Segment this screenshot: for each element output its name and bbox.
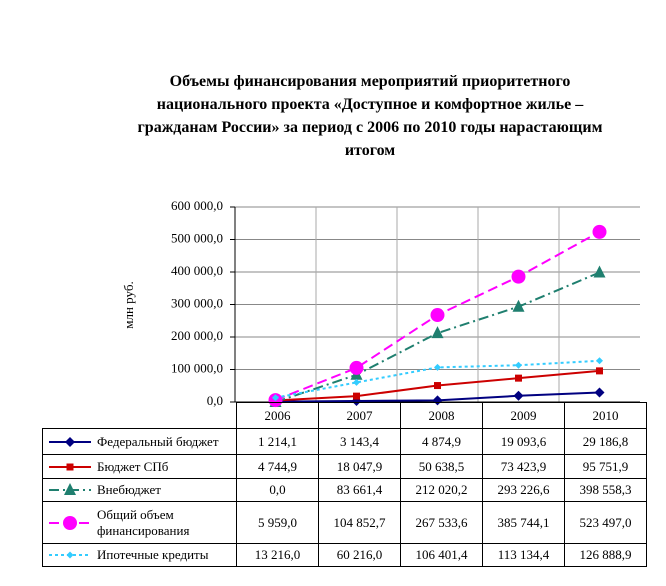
- y-tick-label: 0,0: [207, 393, 223, 408]
- x-tick-label: 2008: [400, 402, 483, 429]
- legend-item: Ипотечные кредиты: [47, 547, 232, 563]
- legend-item: Внебюджет: [47, 482, 232, 498]
- y-tick-label: 200 000,0: [171, 328, 223, 343]
- table-value: 4 874,9: [400, 428, 483, 455]
- marker: [434, 382, 441, 390]
- marker: [434, 363, 441, 371]
- table-value: 13 216,0: [236, 543, 319, 567]
- marker: [594, 387, 605, 398]
- header-row: 2006 2007 2008 2009 2010: [43, 402, 647, 429]
- table-value: 212 020,2: [400, 478, 483, 502]
- table-value: 398 558,3: [564, 478, 647, 502]
- legend-entry: Ипотечные кредиты: [42, 543, 237, 567]
- table-value: 523 497,0: [564, 501, 647, 544]
- table-row: Общий объем финансирования 5 959,0 104 852…: [42, 501, 647, 544]
- table-value: 73 423,9: [482, 454, 565, 479]
- chart-title: Объемы финансирования мероприятий приори…: [137, 73, 603, 159]
- marker: [515, 361, 522, 369]
- data-table: 2006 2007 2008 2009 2010 Федеральный бюджет 1 …: [42, 402, 647, 567]
- legend-entry: Федеральный бюджет: [42, 428, 237, 455]
- marker: [64, 483, 76, 495]
- table-row: Ипотечные кредиты 13 216,0 60 216,0 106 401…: [42, 543, 647, 567]
- legend-entry: Внебюджет: [42, 478, 237, 502]
- table-value: 18 047,9: [318, 454, 401, 479]
- table-value: 104 852,7: [318, 501, 401, 544]
- table-value: 293 226,6: [482, 478, 565, 502]
- table-row: Федеральный бюджет 1 214,1 3 143,4 4 874,9 1…: [42, 428, 647, 455]
- marker: [596, 357, 603, 365]
- legend-item: Общий объем финансирования: [47, 507, 232, 539]
- x-tick-label: 2010: [564, 402, 647, 429]
- marker: [66, 463, 74, 470]
- legend-item: Федеральный бюджет: [47, 434, 232, 450]
- marker: [272, 394, 279, 402]
- legend-symbol: [49, 436, 91, 447]
- legend-label: Федеральный бюджет: [97, 433, 219, 449]
- table-value: 267 533,6: [400, 501, 483, 544]
- table-value: 3 143,4: [318, 428, 401, 455]
- legend-item: Бюджет СПб: [47, 459, 232, 475]
- legend-entry: Общий объем финансирования: [42, 501, 237, 544]
- table-value: 95 751,9: [564, 454, 647, 479]
- y-tick-label: 500 000,0: [171, 230, 223, 245]
- table-value: 29 186,8: [564, 428, 647, 455]
- marker: [593, 265, 606, 278]
- marker: [430, 308, 445, 323]
- table-value: 385 744,1: [482, 501, 565, 544]
- y-tick-label: 300 000,0: [171, 295, 223, 310]
- y-tick-label: 600 000,0: [171, 198, 223, 213]
- legend-symbol: [49, 551, 91, 559]
- marker: [66, 551, 74, 559]
- legend-symbol: [49, 515, 91, 530]
- x-tick-label: 2007: [318, 402, 401, 429]
- marker: [592, 224, 607, 239]
- table-value: 1 214,1: [236, 428, 319, 455]
- marker: [511, 269, 526, 284]
- legend-label: Внебюджет: [97, 482, 161, 497]
- table-value: 60 216,0: [318, 543, 401, 567]
- table-row: Внебюджет 0,0 83 661,4 212 020,2 293 226,6 39…: [42, 478, 647, 502]
- table-value: 5 959,0: [236, 501, 319, 544]
- legend-label: Общий объем финансирования: [97, 506, 190, 538]
- marker: [513, 390, 524, 401]
- x-tick-label: 2006: [236, 402, 319, 429]
- marker: [353, 392, 360, 400]
- marker: [431, 326, 444, 339]
- x-tick-label: 2009: [482, 402, 565, 429]
- legend-symbol: [49, 463, 91, 470]
- table-value: 50 638,5: [400, 454, 483, 479]
- marker: [63, 515, 77, 530]
- legend-symbol: [49, 483, 91, 495]
- legend-label: Ипотечные кредиты: [97, 547, 209, 562]
- legend-entry: Бюджет СПб: [42, 454, 237, 479]
- table-value: 106 401,4: [400, 543, 483, 567]
- y-tick-label: 400 000,0: [171, 263, 223, 278]
- table-value: 83 661,4: [318, 478, 401, 502]
- marker: [515, 374, 522, 382]
- table-row: Бюджет СПб 4 744,9 18 047,9 50 638,5 73 423,…: [42, 454, 647, 479]
- table-value: 19 093,6: [482, 428, 565, 455]
- y-tick-label: 100 000,0: [171, 360, 223, 375]
- table-value: 4 744,9: [236, 454, 319, 479]
- table-value: 0,0: [236, 478, 319, 502]
- table-value: 126 888,9: [564, 543, 647, 567]
- marker: [512, 299, 525, 312]
- marker: [349, 360, 364, 375]
- y-axis-label: млн руб.: [121, 281, 136, 328]
- blank-cell: [43, 403, 237, 429]
- legend-label: Бюджет СПб: [97, 458, 169, 474]
- marker: [65, 436, 75, 447]
- table-value: 113 134,4: [482, 543, 565, 567]
- marker: [353, 378, 360, 386]
- marker: [596, 367, 603, 375]
